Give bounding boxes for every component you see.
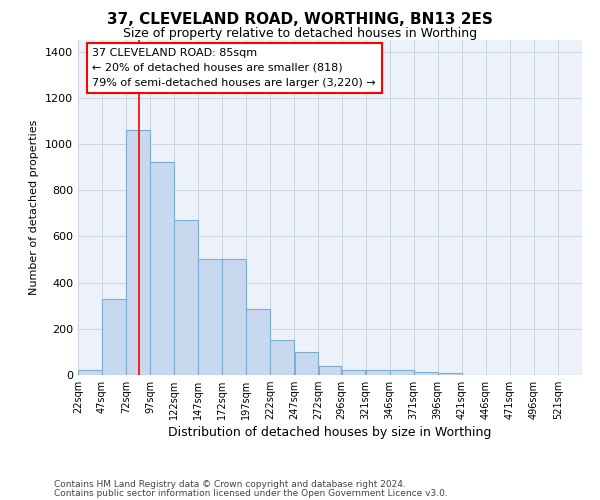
Bar	[438, 373, 461, 375]
Bar	[150, 162, 174, 375]
Bar	[271, 340, 294, 375]
Text: Size of property relative to detached houses in Worthing: Size of property relative to detached ho…	[123, 28, 477, 40]
Bar	[102, 299, 126, 375]
Y-axis label: Number of detached properties: Number of detached properties	[29, 120, 40, 295]
Bar	[341, 370, 365, 375]
Bar	[247, 309, 270, 375]
Text: Contains HM Land Registry data © Crown copyright and database right 2024.: Contains HM Land Registry data © Crown c…	[54, 480, 406, 489]
Bar	[414, 372, 437, 375]
Bar	[295, 352, 319, 375]
Bar	[366, 370, 389, 375]
Bar	[126, 130, 150, 375]
Text: 37, CLEVELAND ROAD, WORTHING, BN13 2ES: 37, CLEVELAND ROAD, WORTHING, BN13 2ES	[107, 12, 493, 28]
Bar	[175, 220, 198, 375]
Bar	[78, 370, 102, 375]
X-axis label: Distribution of detached houses by size in Worthing: Distribution of detached houses by size …	[169, 426, 491, 440]
Bar	[390, 370, 413, 375]
Bar	[199, 260, 222, 375]
Bar	[319, 366, 341, 375]
Text: Contains public sector information licensed under the Open Government Licence v3: Contains public sector information licen…	[54, 489, 448, 498]
Bar	[223, 260, 246, 375]
Text: 37 CLEVELAND ROAD: 85sqm
← 20% of detached houses are smaller (818)
79% of semi-: 37 CLEVELAND ROAD: 85sqm ← 20% of detach…	[92, 48, 376, 88]
